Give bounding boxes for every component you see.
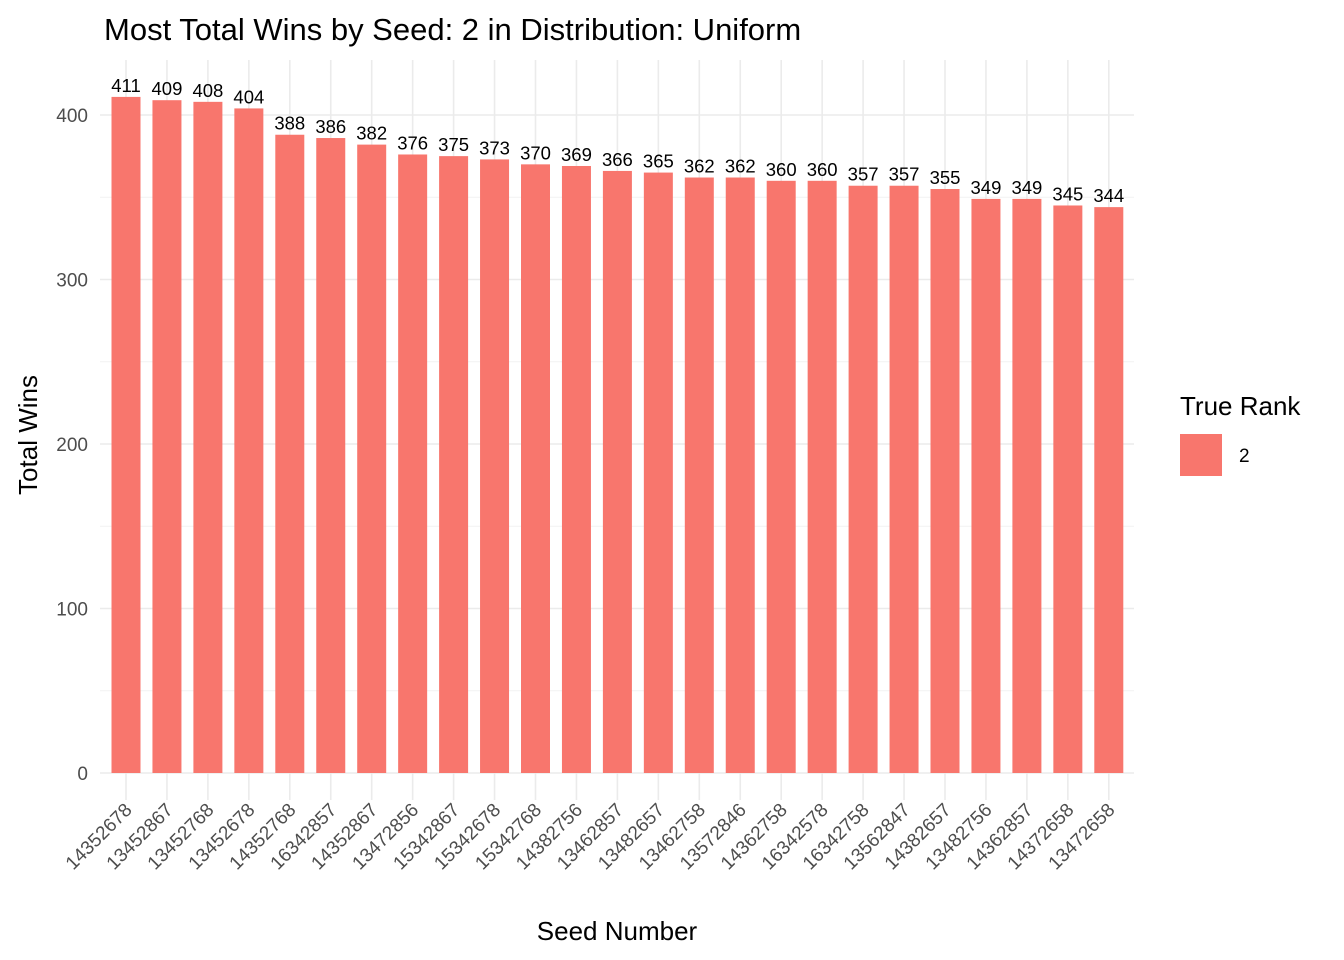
bar-value-label: 386 (315, 116, 346, 137)
bar (930, 189, 960, 773)
bar (1012, 198, 1042, 773)
bar-value-label: 349 (1011, 177, 1042, 198)
bar-value-label: 408 (192, 80, 223, 101)
bar (643, 172, 673, 773)
bar (480, 159, 510, 774)
x-axis-title: Seed Number (537, 916, 698, 946)
bar (275, 134, 305, 774)
bar-value-label: 349 (971, 177, 1002, 198)
bar (152, 100, 182, 773)
bar-value-label: 357 (889, 164, 920, 185)
bar (357, 144, 387, 774)
bar-value-label: 344 (1093, 185, 1124, 206)
bar-value-label: 360 (807, 159, 838, 180)
bar-value-label: 404 (233, 86, 264, 107)
bar (521, 164, 550, 774)
y-tick-label: 200 (56, 435, 88, 456)
chart-title: Most Total Wins by Seed: 2 in Distributi… (104, 12, 801, 47)
bar (725, 177, 755, 773)
bar (316, 138, 346, 773)
bar (889, 185, 919, 774)
bar (766, 180, 796, 774)
y-tick-label: 400 (56, 106, 88, 127)
x-axis-ticks: 1435267813452867134527681345267814352768… (62, 800, 1119, 875)
bar (1094, 207, 1124, 773)
legend-title: True Rank (1180, 391, 1301, 421)
bar (234, 108, 264, 774)
y-axis-ticks: 0 100 200 300 400 (56, 106, 88, 785)
bar-value-label: 409 (152, 78, 183, 99)
bar-value-label: 345 (1052, 183, 1083, 204)
y-tick-label: 0 (77, 764, 88, 785)
bar-value-label: 370 (520, 142, 551, 163)
bar (193, 101, 223, 774)
bar-value-label: 369 (561, 144, 592, 165)
bar-value-label: 376 (397, 132, 428, 153)
y-axis-title: Total Wins (13, 375, 43, 495)
bar-value-label: 362 (725, 156, 756, 177)
bar-value-label: 411 (111, 75, 141, 96)
data-labels-group: 411 409 408 404 388 386 382 376 375 373 370 369 366 3… (111, 75, 1124, 206)
bar (684, 177, 714, 773)
y-tick-label: 100 (56, 600, 88, 621)
bar-value-label: 382 (356, 123, 387, 144)
bar-value-label: 362 (684, 156, 715, 177)
bar-value-label: 388 (274, 113, 305, 134)
bar (561, 165, 591, 773)
bar (111, 96, 141, 773)
bar (807, 180, 837, 774)
bar (1053, 205, 1083, 774)
bar (848, 185, 878, 774)
legend-swatch (1180, 434, 1222, 476)
bars-group (111, 96, 1124, 774)
legend: True Rank 2 (1180, 391, 1301, 476)
bar-value-label: 365 (643, 151, 674, 172)
legend-label: 2 (1239, 446, 1250, 467)
bar-value-label: 366 (602, 149, 633, 170)
bar (439, 156, 469, 773)
bar-value-label: 373 (479, 137, 510, 158)
y-tick-label: 300 (56, 271, 88, 292)
bar (971, 198, 1001, 773)
bar-value-label: 360 (766, 159, 797, 180)
bar (602, 170, 632, 773)
bar (398, 154, 428, 774)
bar-value-label: 357 (848, 164, 879, 185)
bar-value-label: 375 (438, 134, 469, 155)
bar-value-label: 355 (930, 167, 961, 188)
